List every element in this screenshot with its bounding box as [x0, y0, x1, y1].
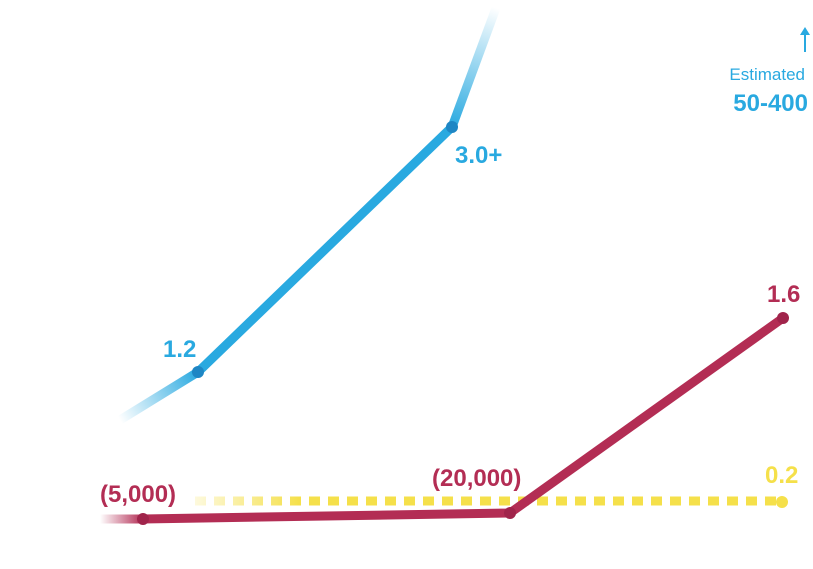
estimate-value: 50-400 [733, 90, 808, 117]
blue-point-2 [446, 121, 458, 133]
red-point-1-label: (5,000) [100, 481, 176, 508]
blue-series-fade-start [117, 368, 201, 424]
blue-point-1 [192, 366, 204, 378]
red-point-3-label: 1.6 [767, 281, 800, 308]
blue-point-1-label: 1.2 [163, 336, 196, 363]
blue-series-line [193, 122, 457, 377]
estimate-caption: Estimated [729, 65, 805, 84]
estimate-annotation: Estimated 50-400 [729, 27, 810, 117]
red-point-1 [137, 513, 149, 525]
yellow-point [776, 496, 788, 508]
up-arrow-head-icon [800, 27, 810, 35]
red-point-2 [504, 507, 516, 519]
blue-point-2-label: 3.0+ [455, 142, 502, 169]
blue-series-fade-end [447, 6, 501, 129]
red-point-3 [777, 312, 789, 324]
yellow-point-label: 0.2 [765, 462, 798, 489]
red-point-2-label: (20,000) [432, 465, 521, 492]
